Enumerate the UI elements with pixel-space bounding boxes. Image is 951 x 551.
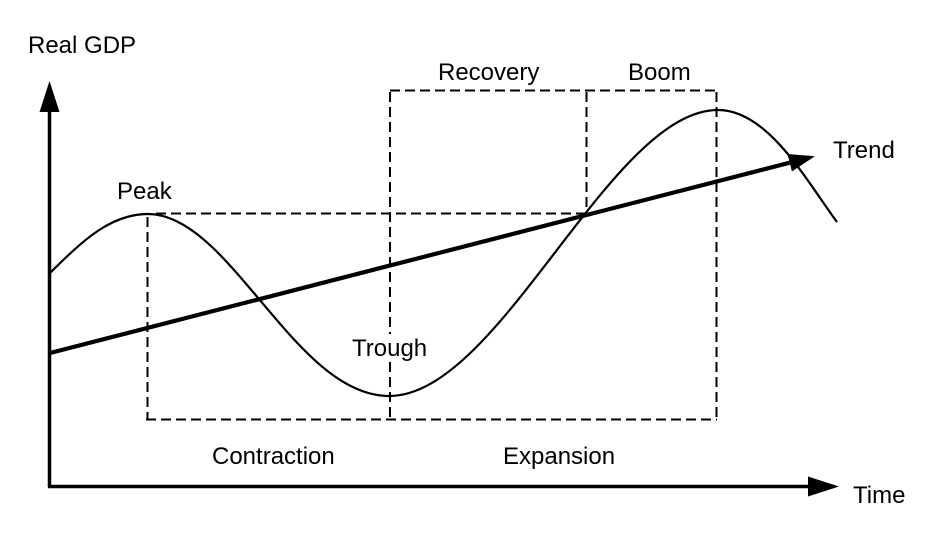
recovery-phase-label: Recovery [438,59,539,86]
x-axis-label: Time [853,482,905,509]
y-axis-label: Real GDP [28,32,136,59]
trend-line [49,154,815,356]
peak-label: Peak [117,178,173,205]
trough-label: Trough [352,335,427,362]
trough-label-backing [346,334,434,360]
gdp-cycle-curve [49,108,838,398]
expansion-phase-label: Expansion [503,443,615,470]
boom-phase-label: Boom [628,59,691,86]
trend-label: Trend [833,137,895,164]
contraction-phase-label: Contraction [212,443,335,470]
